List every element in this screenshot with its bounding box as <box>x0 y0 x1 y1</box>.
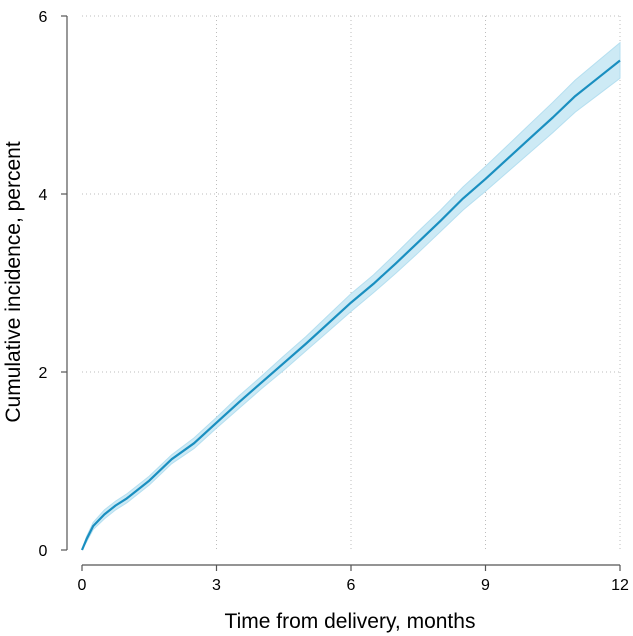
confidence-band <box>81 41 621 551</box>
x-axis-title: Time from delivery, months <box>225 610 476 633</box>
x-tick-label-9: 9 <box>481 577 490 594</box>
incidence-line <box>80 59 621 551</box>
x-tick-label-3: 3 <box>212 577 221 594</box>
x-tick-label-6: 6 <box>347 577 356 594</box>
y-tick-label-0: 0 <box>39 543 48 560</box>
x-tick-label-12: 12 <box>611 577 629 594</box>
grid-lines <box>82 15 621 550</box>
y-axis-title: Cumulative incidence, percent <box>2 141 25 422</box>
y-tick-label-2: 2 <box>39 365 48 382</box>
y-tick-label-6: 6 <box>39 9 48 26</box>
x-tick-label-0: 0 <box>78 577 87 594</box>
y-tick-label-4: 4 <box>39 187 48 204</box>
tick-marks <box>61 15 621 571</box>
